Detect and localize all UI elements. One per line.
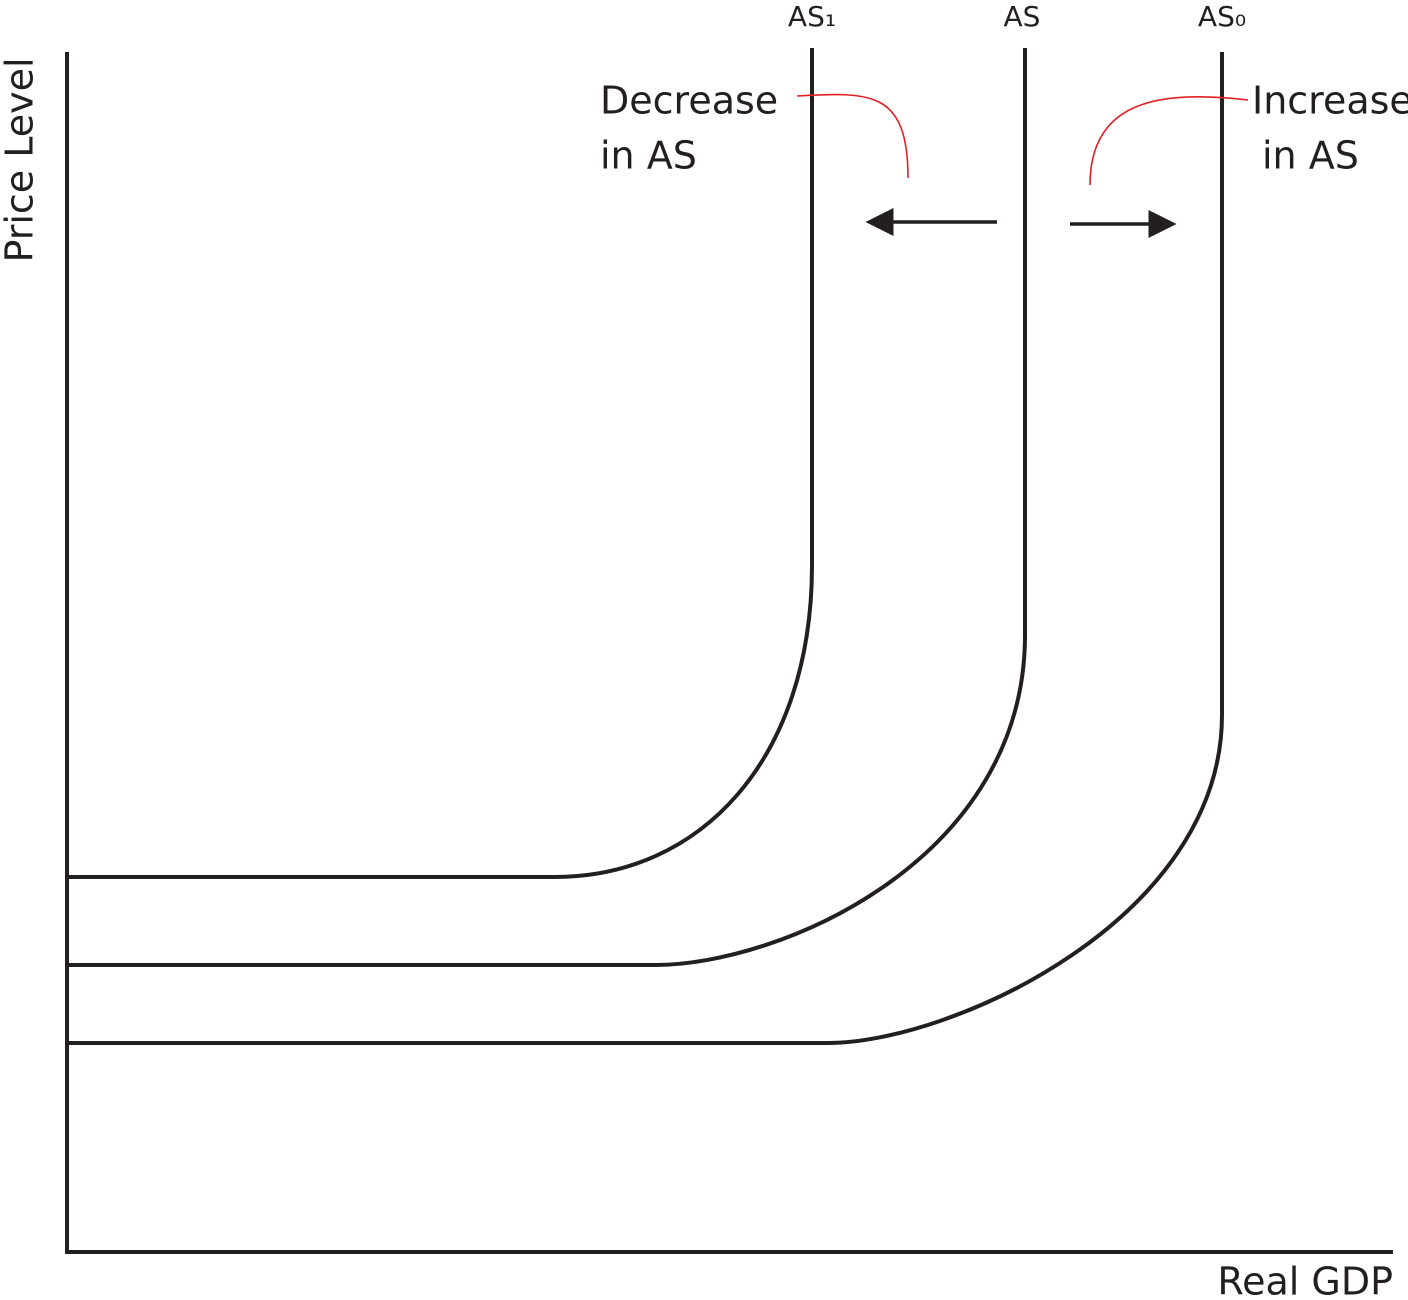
curve-label: AS₁ [788,0,836,33]
annotation: in AS [1262,134,1359,178]
y-axis-label: Price Level [0,57,42,262]
curve-label: AS [1004,0,1041,33]
annotation: in AS [600,134,697,178]
annotation: Increase [1252,79,1408,123]
leader-line [796,93,909,179]
curve-label: AS₀ [1198,0,1246,33]
annotation: Decrease [600,79,778,123]
curve-as0 [67,52,1224,1045]
x-axis-label: Real GDP [1217,1260,1393,1300]
curve-as1 [67,48,814,879]
leader-line [1089,96,1249,186]
curve-as [67,48,1027,967]
axes [65,52,1393,1254]
